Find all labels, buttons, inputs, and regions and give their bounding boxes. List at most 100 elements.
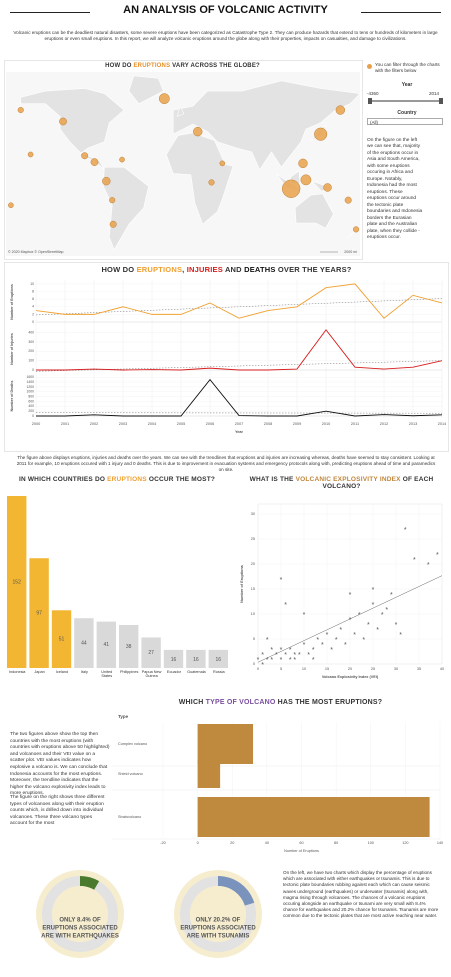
y-tick-label: 0 xyxy=(32,320,34,324)
x-tick-label: Philippines xyxy=(120,670,139,674)
scatter-point: * xyxy=(289,657,292,664)
title-part: OCCUR THE MOST? xyxy=(146,476,216,483)
bar xyxy=(119,625,139,668)
land xyxy=(103,166,149,251)
x-tick-label: 2011 xyxy=(351,422,359,426)
line-charts: 0 2 4 6 8 10 Number of Eruptions 0 100 200 300 400 N… xyxy=(10,280,446,434)
scatter-point: * xyxy=(266,637,269,644)
eruption-bubble xyxy=(323,183,332,192)
y-tick-label: 600 xyxy=(28,399,34,403)
slider-handle[interactable] xyxy=(368,98,372,104)
scatter-chart: 0 5 10 15 20 25 30 35 40051015202530************… xyxy=(240,503,444,679)
bar-value-label: 38 xyxy=(126,644,132,650)
y-tick-label: 2 xyxy=(32,312,34,316)
x-tick-label: 2010 xyxy=(322,422,330,426)
y-tick-label: 1200 xyxy=(26,385,34,389)
eruption-bubble xyxy=(314,127,328,141)
y-tick-label: 800 xyxy=(28,394,34,398)
scatter-point: * xyxy=(399,632,402,639)
scatter-point: * xyxy=(284,652,287,659)
scatter-point: * xyxy=(303,612,306,619)
x-tick-label: Indonesia xyxy=(8,670,26,674)
x-tick-label: 2004 xyxy=(148,422,156,426)
title-rule xyxy=(10,12,90,13)
scatter-point: * xyxy=(280,657,283,664)
eruption-bubble xyxy=(208,179,215,186)
scatter-point: * xyxy=(280,647,283,654)
y-axis-label: Number of Eruptions xyxy=(240,565,244,603)
y-tick-label: 20 xyxy=(251,562,255,566)
scatter-point: * xyxy=(335,637,338,644)
title-rule xyxy=(361,12,441,13)
x-tick-label: 2013 xyxy=(409,422,417,426)
donut-chart: ONLY 20.2% OF ERUPTIONS ASSOCIATED ARE WIT… xyxy=(174,870,262,958)
eruption-bubble xyxy=(193,126,203,137)
y-tick-label: 4 xyxy=(32,305,34,309)
y-tick-label: 200 xyxy=(28,349,34,353)
land xyxy=(176,105,185,117)
land xyxy=(172,80,360,171)
eruption-bubble xyxy=(81,152,89,160)
eruption-bubble xyxy=(282,179,301,198)
year-label: Year xyxy=(401,82,413,88)
bar-value-label: 97 xyxy=(36,610,42,616)
title-part: ERUPTIONS xyxy=(107,476,147,483)
bar-value-label: 41 xyxy=(104,642,110,648)
line-text: The figure above displays eruptions, inj… xyxy=(16,455,436,473)
bar xyxy=(29,558,49,668)
x-tick-label: 100 xyxy=(368,841,374,845)
section-title: WHICH TYPE OF VOLCANO HAS THE MOST ERUPT… xyxy=(112,699,449,706)
map-credit: © 2020 Mapbox © OpenStreetMap xyxy=(8,250,63,254)
scatter-point: * xyxy=(344,642,347,649)
scatter-point: * xyxy=(312,647,315,654)
bar xyxy=(197,724,254,764)
scatter-point: * xyxy=(270,657,273,664)
donut-hole xyxy=(52,886,108,942)
scatter-point: * xyxy=(261,652,264,659)
y-tick-label: 1400 xyxy=(26,380,34,384)
bar xyxy=(96,621,116,668)
y-tick-label: 0 xyxy=(32,414,34,418)
scatter-point: * xyxy=(330,647,333,654)
year-slider[interactable] xyxy=(370,100,442,102)
slider-handle[interactable] xyxy=(439,98,443,104)
scatter-point: * xyxy=(427,562,430,569)
bar xyxy=(197,797,430,837)
scatter-point: * xyxy=(257,657,260,664)
y-axis-label: Number of Deaths xyxy=(10,381,14,412)
country-dropdown[interactable]: (All) xyxy=(367,118,443,125)
scatter-point: * xyxy=(284,602,287,609)
x-tick-label: 2001 xyxy=(61,422,69,426)
donut-label: ONLY 8.4% OF xyxy=(59,918,101,924)
bar xyxy=(186,649,206,668)
trendline xyxy=(257,575,443,663)
bar xyxy=(7,496,27,668)
y-tick-label: 10 xyxy=(30,282,34,286)
x-tick-label: 140 xyxy=(437,841,443,845)
title-part: HOW DO xyxy=(101,265,137,274)
x-tick-label: United States xyxy=(101,670,113,679)
bar xyxy=(163,649,184,668)
intro-text: Volcanic eruptions can be the deadliest … xyxy=(13,30,438,42)
scatter-point: * xyxy=(293,652,296,659)
bar xyxy=(51,610,72,668)
hbar-chart: Type -20 0 20 40 60 80 100 120 140 Complex volcano… xyxy=(112,714,443,853)
title-part: HOW DO xyxy=(105,63,134,69)
title-part: WHAT IS THE xyxy=(249,476,296,483)
title-part: OVER THE YEARS? xyxy=(275,265,352,274)
scatter-point: * xyxy=(372,602,375,609)
year-min: -4360 xyxy=(367,91,379,96)
donut-label: ERUPTIONS ASSOCIATED xyxy=(42,926,118,932)
x-tick-label: 2012 xyxy=(380,422,388,426)
y-tick-label: 8 xyxy=(32,289,34,293)
scatter-point: * xyxy=(349,617,352,624)
title-part: ERUPTIONS xyxy=(133,63,171,69)
donut-text: On the left, we have two charts which di… xyxy=(283,870,439,919)
x-tick-label: 20 xyxy=(348,667,352,671)
bar-value-label: 16 xyxy=(171,657,177,663)
x-tick-label: 80 xyxy=(334,841,338,845)
scatter-point: * xyxy=(381,612,384,619)
title-part: WHICH xyxy=(178,699,206,706)
scatter-point: * xyxy=(385,607,388,614)
scatter-point: * xyxy=(303,642,306,649)
